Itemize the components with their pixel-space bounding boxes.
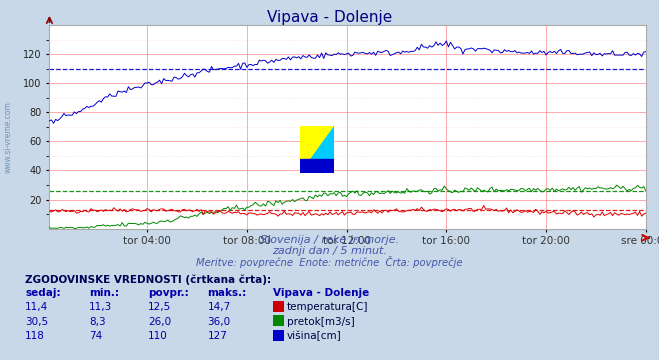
Text: min.:: min.:	[89, 288, 119, 298]
Text: pretok[m3/s]: pretok[m3/s]	[287, 317, 355, 327]
Text: 11,3: 11,3	[89, 302, 112, 312]
Text: 12,5: 12,5	[148, 302, 171, 312]
Text: 36,0: 36,0	[208, 317, 231, 327]
Text: temperatura[C]: temperatura[C]	[287, 302, 368, 312]
Text: 14,7: 14,7	[208, 302, 231, 312]
Text: ZGODOVINSKE VREDNOSTI (črtkana črta):: ZGODOVINSKE VREDNOSTI (črtkana črta):	[25, 274, 271, 285]
Text: povpr.:: povpr.:	[148, 288, 189, 298]
Text: 74: 74	[89, 331, 102, 341]
Text: maks.:: maks.:	[208, 288, 247, 298]
Text: 8,3: 8,3	[89, 317, 105, 327]
Text: Meritve: povprečne  Enote: metrične  Črta: povprečje: Meritve: povprečne Enote: metrične Črta:…	[196, 256, 463, 268]
Polygon shape	[300, 126, 334, 173]
Text: 26,0: 26,0	[148, 317, 171, 327]
Text: 30,5: 30,5	[25, 317, 48, 327]
Text: Vipava - Dolenje: Vipava - Dolenje	[267, 10, 392, 25]
Text: Vipava - Dolenje: Vipava - Dolenje	[273, 288, 370, 298]
Text: 11,4: 11,4	[25, 302, 48, 312]
Text: višina[cm]: višina[cm]	[287, 331, 341, 341]
Text: 118: 118	[25, 331, 45, 341]
Text: 127: 127	[208, 331, 227, 341]
Text: Slovenija / reke in morje.: Slovenija / reke in morje.	[260, 235, 399, 245]
Text: zadnji dan / 5 minut.: zadnji dan / 5 minut.	[272, 246, 387, 256]
Text: sedaj:: sedaj:	[25, 288, 61, 298]
Polygon shape	[300, 126, 334, 173]
Polygon shape	[300, 159, 334, 173]
Text: www.si-vreme.com: www.si-vreme.com	[3, 101, 13, 173]
Text: 110: 110	[148, 331, 168, 341]
